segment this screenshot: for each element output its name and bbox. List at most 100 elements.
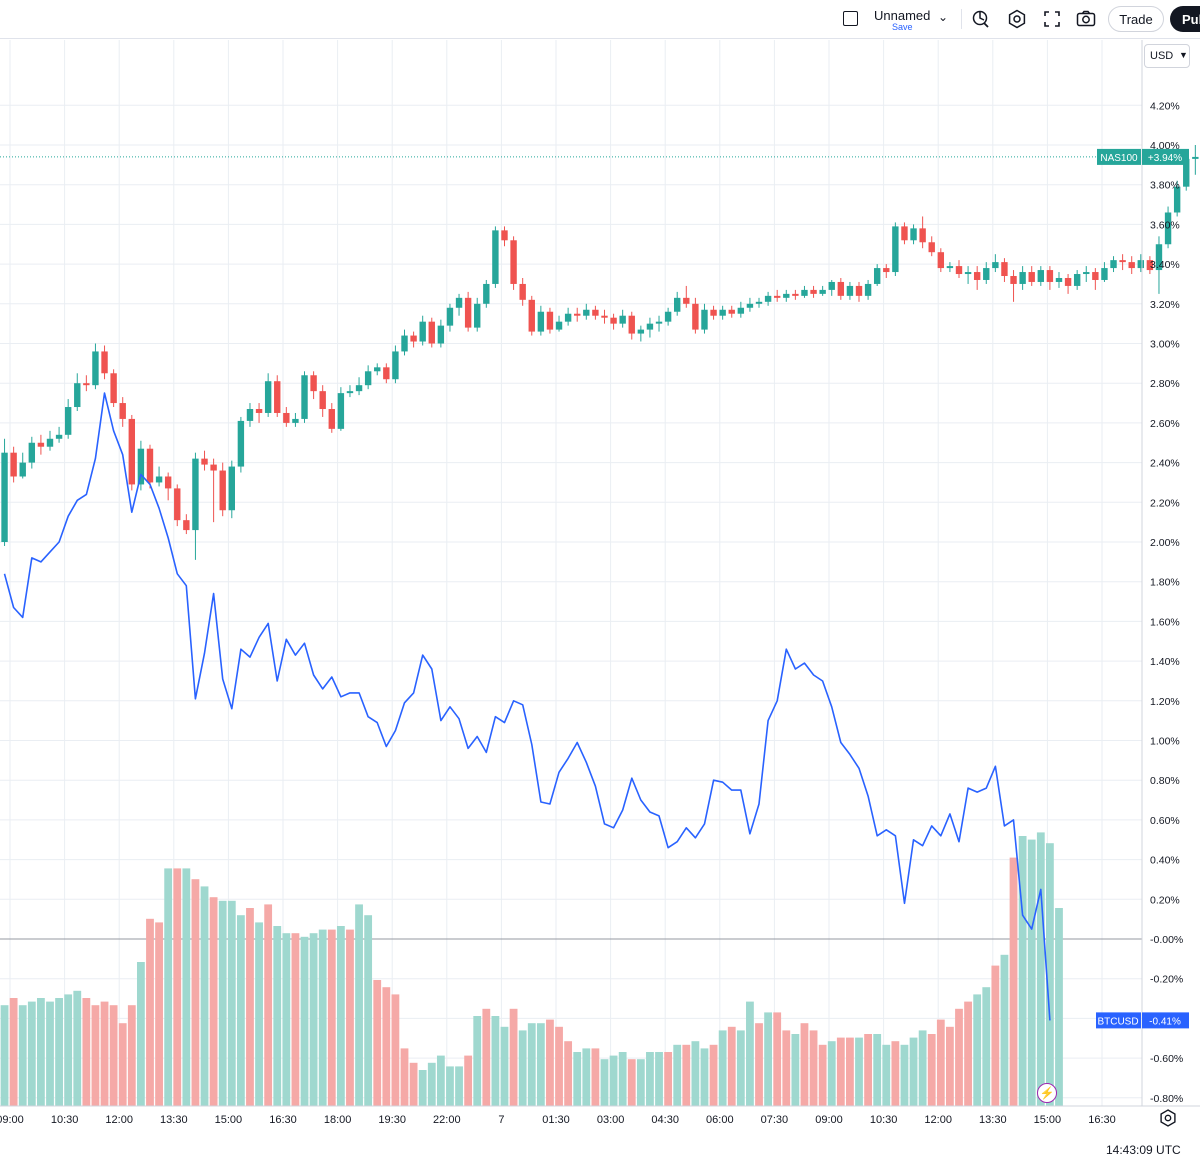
volume-bar — [400, 1048, 409, 1106]
btcusd-name-tag — [1096, 1012, 1141, 1029]
y-tick-label: 2.20% — [1150, 497, 1180, 509]
chevron-down-icon[interactable]: ⌄ — [938, 10, 949, 24]
volume-bar — [918, 1030, 927, 1106]
candle-body — [1028, 272, 1035, 282]
volume-bar — [564, 1041, 573, 1106]
candle-body — [1073, 274, 1081, 286]
volume-bar — [536, 1023, 545, 1106]
candle-body — [246, 409, 254, 421]
candle-body — [646, 323, 654, 330]
volume-bar — [527, 1023, 536, 1106]
candle-body — [828, 281, 835, 290]
candle-body — [1128, 262, 1135, 269]
volume-bar — [91, 1005, 100, 1106]
candle-body — [1183, 158, 1190, 187]
volume-bar — [655, 1052, 663, 1106]
candle-body — [601, 315, 608, 318]
indicators-icon[interactable] — [970, 8, 992, 30]
candle-body — [819, 289, 826, 294]
volume-bars — [0, 832, 1063, 1106]
x-tick-label: 07:30 — [761, 1114, 789, 1126]
volume-bar — [664, 1052, 673, 1106]
candle-body — [10, 452, 17, 477]
candle-body — [1119, 260, 1126, 263]
candle-body — [955, 266, 963, 275]
candle-body — [1092, 272, 1099, 280]
x-tick-label: 16:30 — [1088, 1114, 1116, 1126]
layout-save-label[interactable]: Save — [892, 22, 913, 32]
x-tick-label: 22:00 — [433, 1114, 461, 1126]
volume-bar — [500, 1026, 509, 1106]
candle-body — [510, 240, 517, 284]
volume-bar — [700, 1048, 709, 1106]
candle-body — [110, 373, 117, 404]
trade-button[interactable]: Trade — [1108, 6, 1164, 32]
x-tick-label: 10:30 — [51, 1114, 79, 1126]
candle-body — [1192, 156, 1199, 159]
volume-bar — [727, 1026, 736, 1106]
volume-bar — [336, 926, 345, 1106]
volume-bar — [9, 998, 18, 1106]
settings-icon[interactable] — [1006, 8, 1028, 30]
nas100-value-label: +3.94% — [1148, 153, 1182, 164]
volume-bar — [709, 1044, 718, 1106]
volume-bar — [882, 1044, 891, 1106]
candle-body — [437, 325, 445, 344]
x-tick-label: 09:00 — [0, 1114, 24, 1126]
x-tick-label: 19:30 — [378, 1114, 406, 1126]
volume-bar — [0, 1005, 9, 1106]
candle-body — [283, 412, 290, 423]
candle-body — [719, 309, 726, 316]
volume-bar — [118, 1023, 127, 1106]
camera-icon[interactable] — [1075, 8, 1097, 30]
volume-bar — [282, 933, 291, 1106]
volume-bar — [836, 1037, 845, 1106]
x-tick-label: 12:00 — [105, 1114, 133, 1126]
chevron-down-icon: ▼ — [1179, 50, 1188, 60]
volume-bar — [591, 1048, 600, 1106]
candle-body — [74, 383, 81, 408]
volume-bar — [873, 1034, 882, 1106]
volume-bar — [1018, 836, 1027, 1106]
volume-bar — [27, 1001, 36, 1106]
candle-body — [237, 420, 245, 467]
nas100-candles — [1, 145, 1199, 560]
candle-body — [101, 351, 108, 374]
candle-body — [855, 285, 863, 296]
currency-selector[interactable]: USD ▼ — [1144, 44, 1190, 68]
candle-body — [810, 289, 817, 294]
candle-body — [1019, 272, 1026, 284]
gear-icon[interactable] — [1158, 1108, 1178, 1128]
x-tick-label: 13:30 — [160, 1114, 188, 1126]
volume-bar — [746, 1001, 754, 1106]
candle-body — [1010, 276, 1017, 284]
candle-body — [992, 262, 999, 269]
btcusd-name-label: BTCUSD — [1097, 1016, 1138, 1027]
x-tick-label: 01:30 — [542, 1114, 570, 1126]
candle-body — [937, 252, 945, 269]
y-tick-label: 3.40% — [1150, 259, 1180, 271]
volume-bar — [318, 929, 327, 1106]
volume-bar — [364, 915, 373, 1106]
volume-bar — [673, 1044, 682, 1106]
layout-icon[interactable] — [843, 11, 858, 26]
fullscreen-icon[interactable] — [1041, 8, 1063, 30]
candle-body — [610, 317, 617, 324]
volume-bar — [991, 965, 1000, 1106]
clock: 14:43:09 UTC — [1106, 1143, 1181, 1157]
x-tick-label: 7 — [498, 1114, 504, 1126]
volume-bar — [136, 962, 145, 1106]
layout-name[interactable]: Unnamed — [874, 8, 931, 23]
candle-body — [355, 385, 363, 392]
volume-bar — [46, 1001, 54, 1106]
candle-body — [737, 307, 745, 314]
candle-body — [1164, 212, 1172, 245]
lightning-icon[interactable]: ⚡ — [1037, 1083, 1057, 1103]
volume-bar — [627, 1059, 636, 1106]
x-tick-label: 15:00 — [1034, 1114, 1062, 1126]
volume-bar — [109, 1005, 118, 1106]
publish-button[interactable]: Pub — [1170, 6, 1200, 32]
candle-body — [1046, 270, 1054, 282]
x-tick-label: 09:00 — [815, 1114, 843, 1126]
